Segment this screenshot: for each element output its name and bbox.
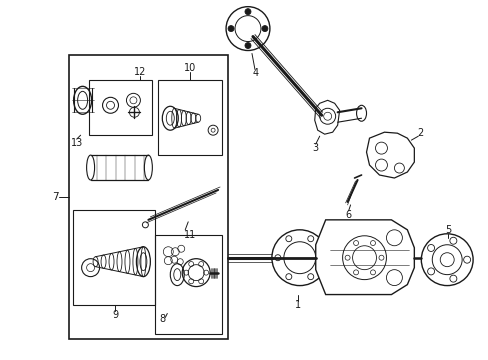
- Text: 12: 12: [134, 67, 146, 77]
- Polygon shape: [314, 100, 339, 134]
- Text: 5: 5: [444, 225, 450, 235]
- Bar: [68, 55, 227, 339]
- Text: 11: 11: [183, 230, 196, 240]
- Circle shape: [244, 42, 250, 49]
- Text: 10: 10: [183, 63, 196, 73]
- Circle shape: [262, 26, 267, 32]
- Bar: [155, 235, 222, 334]
- Bar: [158, 80, 222, 155]
- Text: 2: 2: [416, 128, 423, 138]
- Bar: [88, 80, 152, 135]
- Polygon shape: [315, 220, 413, 294]
- Text: 3: 3: [312, 143, 318, 153]
- Text: 4: 4: [252, 68, 259, 78]
- Text: 9: 9: [112, 310, 118, 320]
- Text: 6: 6: [345, 210, 351, 220]
- Text: 13: 13: [70, 138, 82, 148]
- Circle shape: [244, 9, 250, 15]
- Text: 8: 8: [159, 314, 165, 324]
- Circle shape: [227, 26, 234, 32]
- Polygon shape: [366, 132, 413, 178]
- Bar: [73, 210, 155, 305]
- Text: 7: 7: [52, 192, 59, 202]
- Text: 1: 1: [294, 300, 300, 310]
